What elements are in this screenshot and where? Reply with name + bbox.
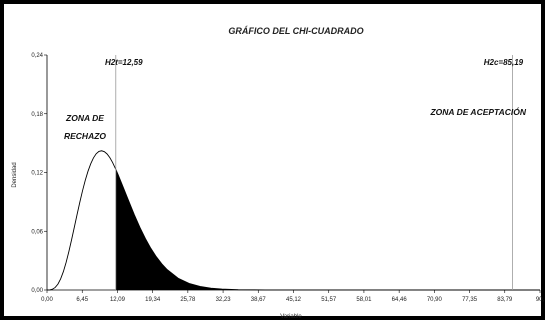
y-tick-label: 0,18 — [31, 112, 43, 118]
x-tick-label: 83,79 — [497, 297, 513, 303]
density-curve — [46, 150, 541, 291]
zone-label-aceptacion: ZONA DE ACEPTACIÓN — [429, 106, 526, 117]
x-tick-label: 51,57 — [321, 297, 337, 303]
critical-label: H2c=85,19 — [484, 58, 524, 67]
x-tick-label: 45,12 — [286, 297, 302, 303]
shaded-region — [115, 169, 266, 290]
zone-label-rechazo: RECHAZO — [64, 131, 106, 141]
x-tick-label: 25,78 — [180, 297, 196, 303]
y-tick-label: 0,12 — [31, 171, 43, 177]
x-tick-label: 19,34 — [145, 297, 161, 303]
y-axis-label: Densidad — [12, 162, 18, 187]
x-tick-label: 90, — [536, 297, 545, 303]
x-tick-label: 64,46 — [392, 297, 408, 303]
x-tick-label: 77,35 — [462, 297, 478, 303]
x-axis-label: Variable — [280, 314, 302, 320]
x-tick-label: 6,45 — [76, 297, 88, 303]
x-tick-label: 0,00 — [41, 297, 53, 303]
x-tick-label: 12,09 — [110, 297, 126, 303]
x-tick-label: 38,67 — [251, 297, 267, 303]
x-tick-label: 70,90 — [427, 297, 443, 303]
y-tick-label: 0,06 — [31, 229, 43, 235]
zone-label-rechazo: ZONA DE — [65, 113, 104, 123]
y-tick-label: 0,24 — [31, 53, 43, 59]
x-tick-label: 58,01 — [356, 297, 372, 303]
y-tick-label: 0,00 — [31, 288, 43, 294]
chart-title: GRÁFICO DEL CHI-CUADRADO — [228, 26, 363, 36]
critical-label: H2t=12,59 — [105, 58, 143, 67]
x-tick-label: 32,23 — [216, 297, 232, 303]
